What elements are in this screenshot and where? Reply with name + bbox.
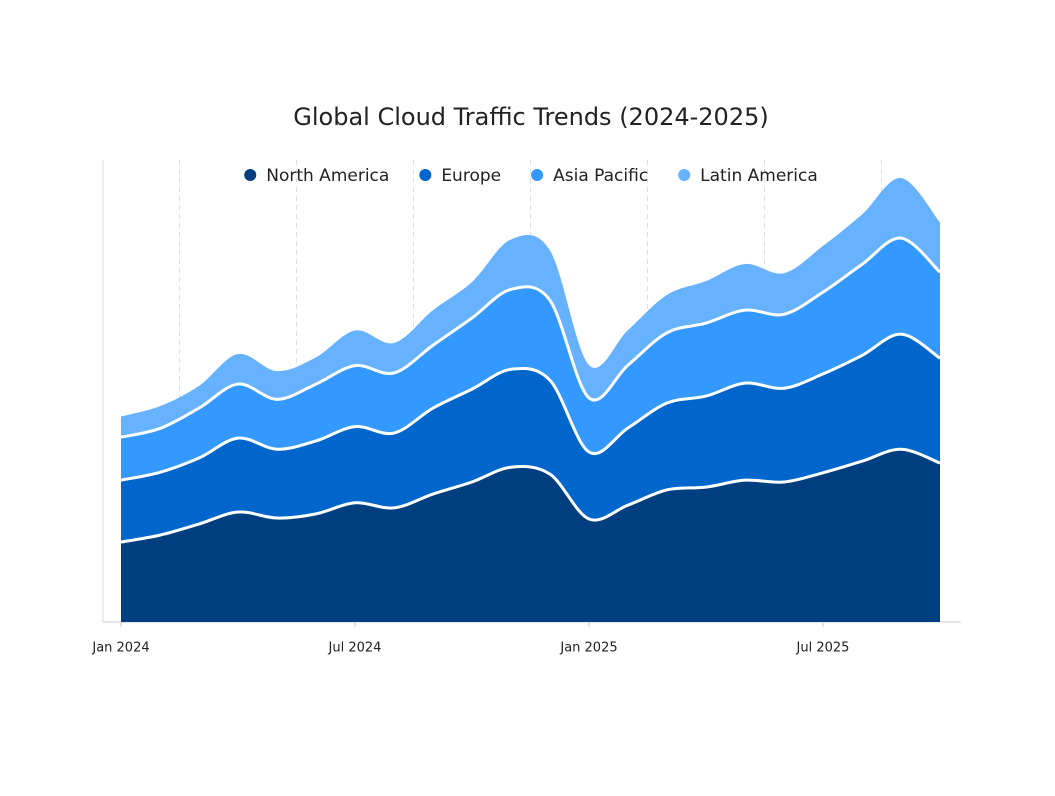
x-tick-label: Jan 2024	[91, 641, 149, 656]
legend-item: Europe	[419, 166, 501, 186]
legend-label: North America	[266, 166, 389, 186]
legend-item: Asia Pacific	[531, 166, 648, 186]
legend: North America Europe Asia Pacific Latin Ame…	[244, 166, 818, 186]
legend-marker	[678, 169, 691, 181]
legend-label: Europe	[441, 166, 501, 186]
series-boundary	[120, 332, 941, 482]
area	[121, 238, 940, 481]
x-tick-label: Jan 2025	[559, 641, 617, 656]
series-boundary	[120, 236, 942, 439]
area	[121, 177, 940, 438]
legend-marker	[419, 169, 432, 181]
chart-title: Global Cloud Traffic Trends (2024-2025)	[293, 103, 768, 131]
x-tick-label: Jul 2025	[796, 641, 850, 656]
legend-item: North America	[244, 166, 389, 186]
area	[121, 449, 940, 622]
x-tick-label: Jul 2024	[328, 641, 382, 656]
legend-marker	[531, 169, 544, 181]
legend-item: Latin America	[678, 166, 818, 186]
legend-label: Latin America	[700, 166, 818, 186]
legend-marker	[244, 169, 257, 181]
series-boundary	[120, 447, 941, 544]
legend-label: Asia Pacific	[553, 166, 648, 186]
